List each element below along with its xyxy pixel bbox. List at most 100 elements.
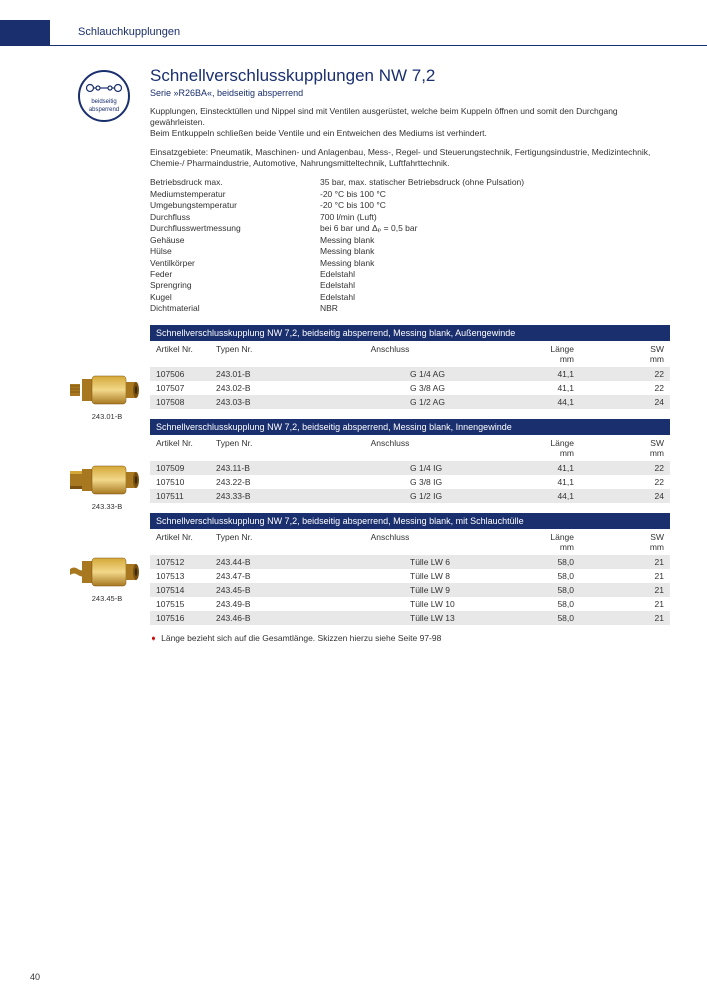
cell-typ: 243.02-B [210,381,290,395]
cell-art: 107506 [150,367,210,381]
note-text: Länge bezieht sich auf die Gesamtlänge. … [161,633,441,643]
cell-art: 107514 [150,583,210,597]
spec-label: Hülse [150,246,320,257]
section-bar: Schnellverschlusskupplung NW 7,2, beidse… [150,513,670,529]
cell-sw: 21 [580,583,670,597]
cell-typ: 243.45-B [210,583,290,597]
table-row: 107510243.22-BG 3/8 IG41,122 [150,475,670,489]
th-art: Artikel Nr. [150,341,210,354]
spec-value: Edelstahl [320,280,670,291]
cell-typ: 243.49-B [210,597,290,611]
spec-label: Betriebsdruck max. [150,177,320,188]
product-caption: 243.33-B [68,502,146,511]
section-bar: Schnellverschlusskupplung NW 7,2, beidse… [150,419,670,435]
cell-len: 44,1 [490,489,580,503]
spec-value: 35 bar, max. statischer Betriebsdruck (o… [320,177,670,188]
spec-row: KugelEdelstahl [150,292,670,303]
table-row: 107513243.47-BTülle LW 858,021 [150,569,670,583]
cell-len: 44,1 [490,395,580,409]
table-row: 107514243.45-BTülle LW 958,021 [150,583,670,597]
th-sw-unit: mm [580,542,670,555]
spec-value: Edelstahl [320,292,670,303]
product-table: Artikel Nr.Typen Nr.AnschlussLängeSWmmmm… [150,341,670,409]
spec-row: Durchfluss700 l/min (Luft) [150,212,670,223]
th-sw: SW [580,435,670,448]
product-table: Artikel Nr.Typen Nr.AnschlussLängeSWmmmm… [150,435,670,503]
spec-value: Edelstahl [320,269,670,280]
table-row: 107511243.33-BG 1/2 IG44,124 [150,489,670,503]
spec-value: Messing blank [320,246,670,257]
cell-len: 58,0 [490,569,580,583]
cell-art: 107512 [150,555,210,569]
para1b-text: Beim Entkuppeln schließen beide Ventile … [150,128,487,138]
cell-art: 107508 [150,395,210,409]
cell-ans: G 3/8 AG [290,381,490,395]
cell-sw: 22 [580,461,670,475]
th-ans: Anschluss [290,341,490,354]
th-ans: Anschluss [290,529,490,542]
cell-ans: G 1/2 AG [290,395,490,409]
th-len-unit: mm [490,542,580,555]
cell-sw: 21 [580,555,670,569]
table-row: 107507243.02-BG 3/8 AG41,122 [150,381,670,395]
spec-label: Umgebungstemperatur [150,200,320,211]
cell-len: 58,0 [490,597,580,611]
table-row: 107512243.44-BTülle LW 658,021 [150,555,670,569]
cell-sw: 21 [580,611,670,625]
table-row: 107509243.11-BG 1/4 IG41,122 [150,461,670,475]
th-sw-unit: mm [580,448,670,461]
cell-len: 58,0 [490,611,580,625]
spec-label: Feder [150,269,320,280]
icon-text-2: absperrend [80,107,128,114]
cell-typ: 243.03-B [210,395,290,409]
th-typ: Typen Nr. [210,529,290,542]
spec-row: Umgebungstemperatur-20 °C bis 100 °C [150,200,670,211]
spec-value: NBR [320,303,670,314]
specs-list: Betriebsdruck max.35 bar, max. statische… [150,177,670,315]
cell-typ: 243.11-B [210,461,290,475]
cell-ans: Tülle LW 9 [290,583,490,597]
cell-len: 41,1 [490,367,580,381]
th-len: Länge [490,341,580,354]
spec-label: Mediumstemperatur [150,189,320,200]
th-typ: Typen Nr. [210,341,290,354]
cell-typ: 243.22-B [210,475,290,489]
para1-text: Kupplungen, Einstecktüllen und Nippel si… [150,106,618,127]
spec-value: bei 6 bar und Δₚ = 0,5 bar [320,223,670,234]
cell-typ: 243.33-B [210,489,290,503]
sections-container: Schnellverschlusskupplung NW 7,2, beidse… [150,325,670,625]
cell-sw: 24 [580,395,670,409]
header-category: Schlauchkupplungen [78,26,180,38]
cell-ans: Tülle LW 13 [290,611,490,625]
product-caption: 243.01-B [68,412,146,421]
product-image: 243.33-B [68,460,146,511]
cell-sw: 22 [580,381,670,395]
th-len: Länge [490,529,580,542]
content-area: Schnellverschlusskupplungen NW 7,2 Serie… [150,66,670,644]
th-art: Artikel Nr. [150,529,210,542]
cell-art: 107511 [150,489,210,503]
product-image: 243.01-B [68,370,146,421]
spec-label: Sprengring [150,280,320,291]
spec-row: Betriebsdruck max.35 bar, max. statische… [150,177,670,188]
spec-row: Durchflusswertmessungbei 6 bar und Δₚ = … [150,223,670,234]
footnote: ➧ Länge bezieht sich auf die Gesamtlänge.… [150,633,670,644]
spec-value: -20 °C bis 100 °C [320,200,670,211]
cell-ans: G 1/2 IG [290,489,490,503]
cell-sw: 22 [580,367,670,381]
table-row: 107508243.03-BG 1/2 AG44,124 [150,395,670,409]
section-bar: Schnellverschlusskupplung NW 7,2, beidse… [150,325,670,341]
intro-para-1: Kupplungen, Einstecktüllen und Nippel si… [150,106,670,139]
th-len-unit: mm [490,354,580,367]
cell-art: 107510 [150,475,210,489]
note-arrow-icon: ➧ [150,633,157,643]
header-block [0,20,50,46]
table-row: 107516243.46-BTülle LW 1358,021 [150,611,670,625]
coupling-icon [84,80,124,96]
product-caption: 243.45-B [68,594,146,603]
cell-len: 58,0 [490,583,580,597]
spec-row: FederEdelstahl [150,269,670,280]
spec-row: Mediumstemperatur-20 °C bis 100 °C [150,189,670,200]
cell-ans: Tülle LW 10 [290,597,490,611]
th-sw: SW [580,529,670,542]
